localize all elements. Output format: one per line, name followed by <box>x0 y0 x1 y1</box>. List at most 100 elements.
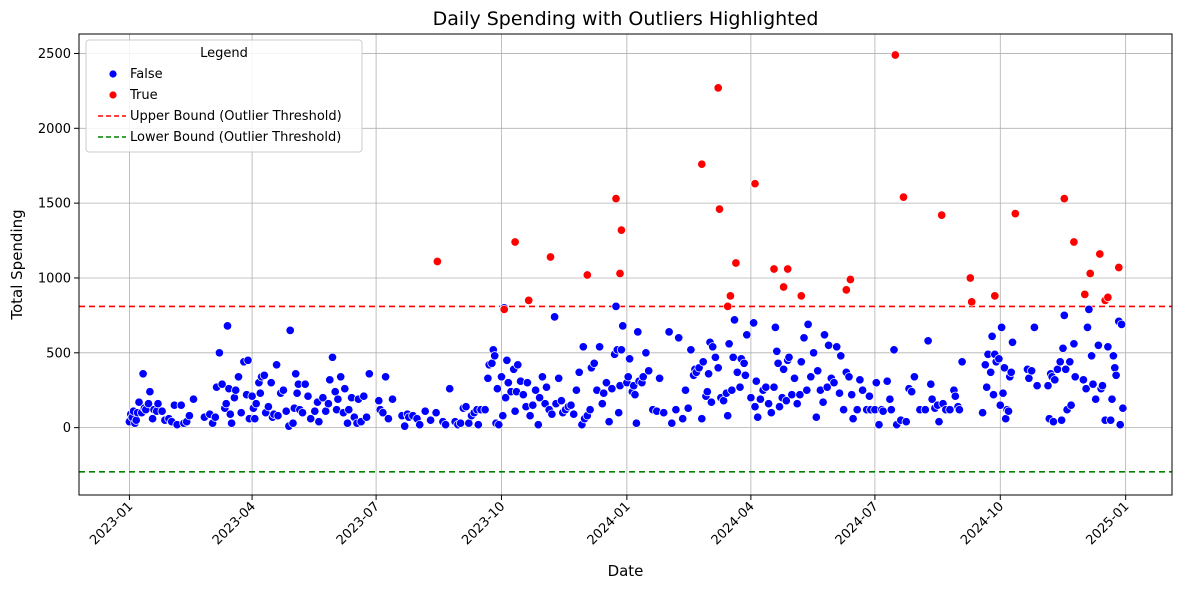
normal-point <box>231 385 241 395</box>
normal-point <box>330 387 340 397</box>
outlier-point <box>967 297 977 307</box>
normal-point <box>306 414 316 424</box>
outlier-point <box>731 258 741 268</box>
normal-point <box>674 333 684 343</box>
y-axis: 0 500 1000 1500 2000 2500 <box>38 47 79 436</box>
normal-point <box>496 372 507 382</box>
normal-point <box>1032 381 1042 391</box>
outlier-point <box>783 264 793 274</box>
normal-point <box>1003 406 1014 416</box>
normal-point <box>556 396 566 406</box>
normal-point <box>550 312 560 322</box>
normal-point <box>618 321 628 331</box>
normal-point <box>839 405 849 415</box>
normal-point <box>415 420 425 430</box>
normal-point <box>1115 420 1125 430</box>
normal-point <box>683 403 693 413</box>
normal-point <box>625 354 635 364</box>
legend-label-upper: Upper Bound (Outlier Threshold) <box>130 109 342 124</box>
normal-point <box>934 417 944 427</box>
normal-point <box>510 406 520 416</box>
outlier-point <box>499 304 509 314</box>
normal-point <box>697 414 707 424</box>
normal-point <box>749 318 759 328</box>
x-axis: 2023-01 2023-04 2023-07 2023-10 2024-01 2024-… <box>87 495 1132 548</box>
normal-point <box>480 405 490 415</box>
normal-point <box>787 390 797 400</box>
normal-point <box>227 418 237 428</box>
normal-point <box>131 415 141 425</box>
normal-point <box>742 330 752 340</box>
normal-point <box>255 388 265 398</box>
normal-point <box>1091 394 1101 404</box>
normal-point <box>1059 310 1069 320</box>
normal-point <box>607 384 617 394</box>
normal-point <box>359 391 369 401</box>
outlier-point <box>611 194 621 204</box>
normal-point <box>818 397 828 407</box>
normal-point <box>644 366 654 376</box>
outlier-point <box>1080 289 1090 299</box>
normal-point <box>822 382 832 392</box>
outlier-point <box>769 264 779 274</box>
normal-point <box>492 384 502 394</box>
normal-point <box>535 393 545 403</box>
legend-title: Legend <box>200 46 248 61</box>
normal-point <box>387 394 398 404</box>
normal-point <box>487 358 497 368</box>
normal-point <box>901 417 911 427</box>
normal-point <box>882 376 892 386</box>
outlier-point <box>796 291 806 301</box>
normal-point <box>601 378 611 388</box>
outlier-point <box>1103 292 1113 302</box>
outlier-point <box>1010 209 1020 219</box>
normal-point <box>1084 304 1094 314</box>
normal-point <box>531 385 541 395</box>
normal-point <box>664 327 674 337</box>
outlier-point <box>713 83 723 93</box>
outlier-point <box>615 268 625 279</box>
normal-point <box>1097 381 1108 391</box>
normal-point <box>729 315 740 325</box>
outlier-point <box>898 192 909 202</box>
normal-point <box>259 370 269 380</box>
normal-point <box>541 382 552 392</box>
x-tick-label: 2023-07 <box>334 499 383 548</box>
normal-point <box>834 388 845 398</box>
normal-point <box>832 342 842 352</box>
normal-point <box>630 390 640 400</box>
normal-point <box>858 385 868 395</box>
normal-point <box>1093 340 1103 350</box>
normal-point <box>362 412 372 422</box>
outlier-point <box>841 285 851 295</box>
normal-point <box>595 342 605 352</box>
normal-point <box>631 418 641 428</box>
normal-point <box>494 420 504 430</box>
x-tick-label: 2024-07 <box>833 499 882 548</box>
normal-point <box>525 411 535 421</box>
x-tick-label: 2024-01 <box>585 499 634 548</box>
normal-point <box>907 387 917 397</box>
outlier-point <box>890 50 900 60</box>
normal-point <box>1069 339 1079 349</box>
normal-point <box>210 412 220 422</box>
normal-point <box>420 406 430 416</box>
normal-point <box>464 418 474 428</box>
normal-point <box>641 348 651 358</box>
normal-point <box>836 351 846 361</box>
normal-point <box>1066 400 1076 410</box>
outlier-point <box>1069 237 1079 247</box>
x-tick-label: 2023-10 <box>459 499 508 548</box>
normal-point <box>518 390 528 400</box>
normal-point <box>243 355 253 365</box>
normal-point <box>378 408 388 418</box>
normal-point <box>291 369 301 379</box>
normal-point <box>566 400 576 410</box>
outlier-point <box>779 282 789 292</box>
normal-point <box>655 373 665 383</box>
normal-point <box>871 378 881 388</box>
normal-point <box>340 384 350 394</box>
normal-point <box>789 373 800 383</box>
normal-point <box>710 352 720 362</box>
